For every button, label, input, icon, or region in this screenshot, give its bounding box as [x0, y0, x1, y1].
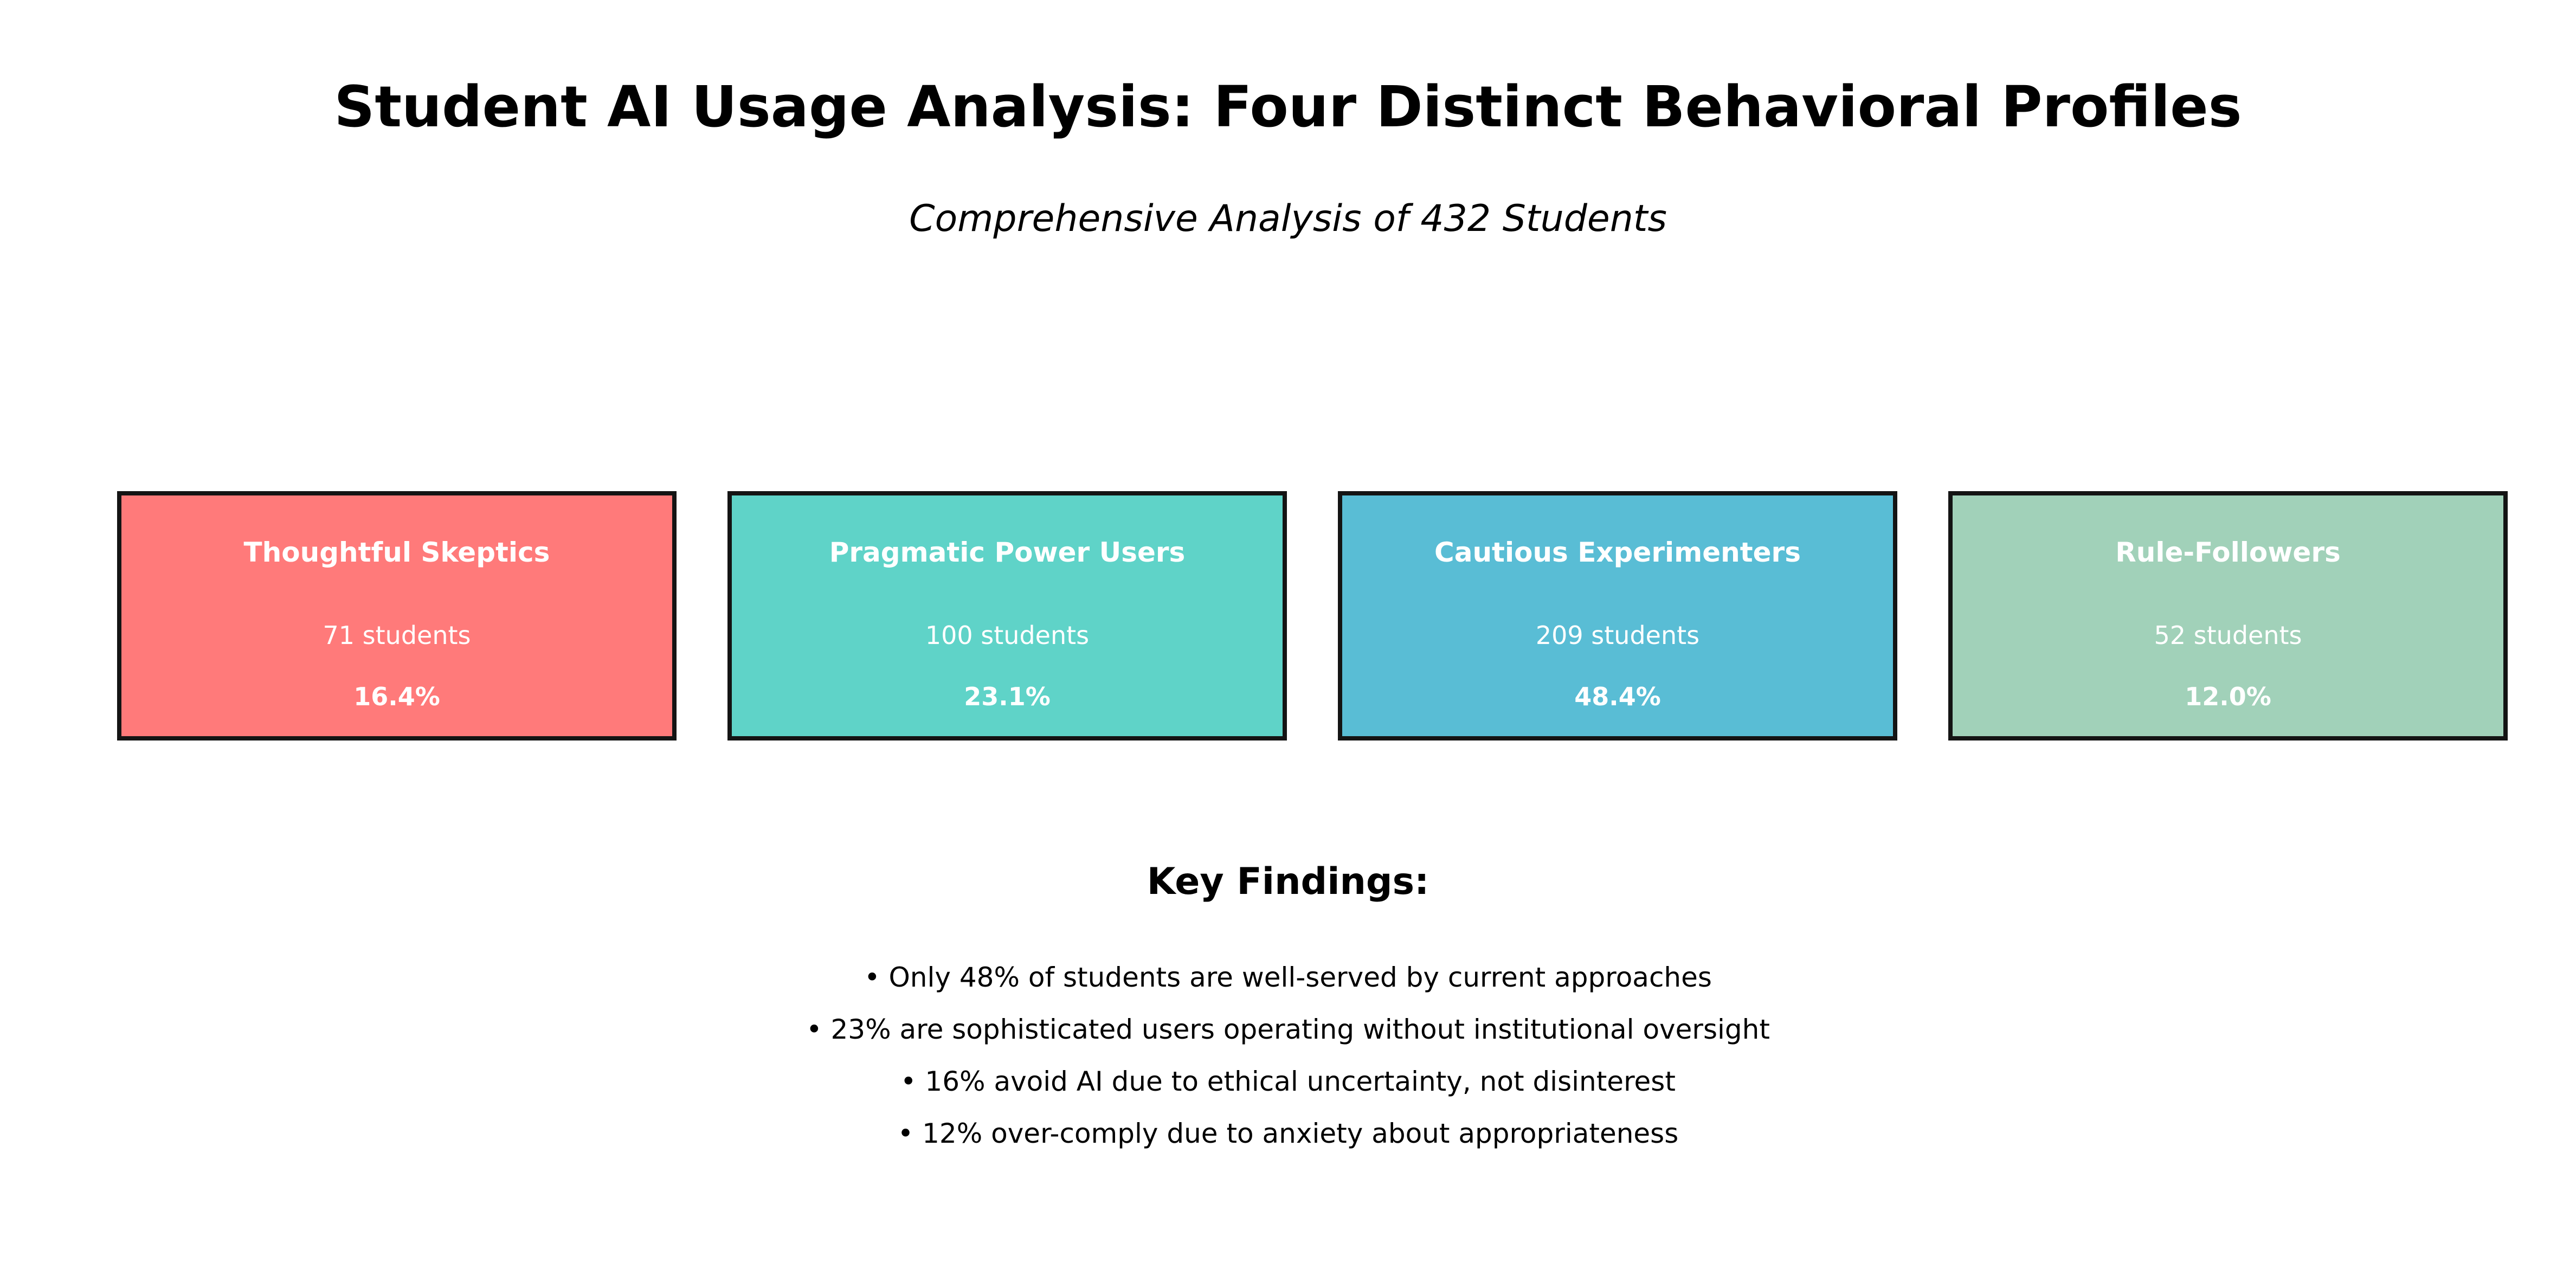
key-findings-heading: Key Findings: — [1147, 860, 1429, 903]
finding-item: • 12% over-comply due to anxiety about a… — [897, 1118, 1679, 1149]
profile-name: Thoughtful Skeptics — [243, 537, 550, 568]
page-title: Student AI Usage Analysis: Four Distinct… — [334, 74, 2242, 140]
profile-card-cautious-experimenters: Cautious Experimenters 209 students 48.4… — [1338, 491, 1897, 740]
profile-name: Cautious Experimenters — [1434, 537, 1801, 568]
profile-name: Pragmatic Power Users — [829, 537, 1186, 568]
profile-percent: 16.4% — [353, 682, 440, 711]
finding-item: • 16% avoid AI due to ethical uncertaint… — [900, 1066, 1676, 1097]
profile-card-pragmatic-power-users: Pragmatic Power Users 100 students 23.1% — [727, 491, 1287, 740]
profile-count: 209 students — [1535, 621, 1700, 650]
profile-percent: 23.1% — [964, 682, 1051, 711]
key-findings-list: • Only 48% of students are well-served b… — [0, 951, 2576, 1160]
finding-item: • Only 48% of students are well-served b… — [864, 962, 1712, 993]
finding-item: • 23% are sophisticated users operating … — [806, 1014, 1770, 1045]
page-subtitle: Comprehensive Analysis of 432 Students — [909, 197, 1667, 240]
profile-count: 71 students — [323, 621, 471, 650]
profile-percent: 48.4% — [1574, 682, 1661, 711]
profile-count: 100 students — [925, 621, 1090, 650]
profile-percent: 12.0% — [2185, 682, 2271, 711]
profile-name: Rule-Followers — [2115, 537, 2341, 568]
profile-card-thoughtful-skeptics: Thoughtful Skeptics 71 students 16.4% — [117, 491, 677, 740]
profile-count: 52 students — [2154, 621, 2302, 650]
profile-card-rule-followers: Rule-Followers 52 students 12.0% — [1948, 491, 2508, 740]
